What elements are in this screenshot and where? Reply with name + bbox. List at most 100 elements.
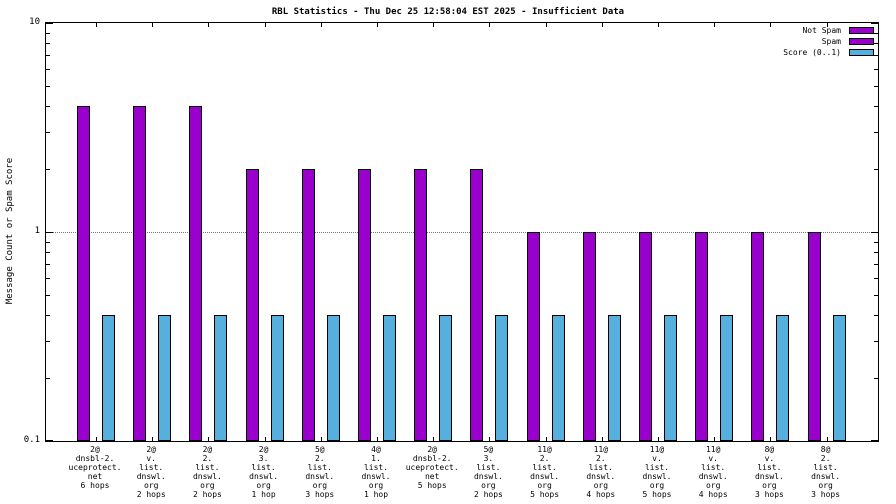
- bar-not-spam: [358, 169, 371, 441]
- x-tick-label: 4@ 1. list. dnswl. org 1 hop: [361, 445, 391, 499]
- y-tick-label: 0.1: [23, 435, 40, 445]
- minor-tick: [46, 294, 50, 296]
- bar-not-spam: [807, 232, 821, 441]
- minor-tick: [874, 294, 878, 296]
- bar-score: [270, 315, 284, 441]
- minor-tick: [874, 264, 878, 266]
- x-tick: [320, 23, 322, 27]
- plot-area: [45, 22, 879, 442]
- legend-item-label: Not Spam: [802, 26, 841, 35]
- x-tick: [658, 437, 659, 441]
- minor-tick: [46, 106, 50, 108]
- x-tick: [826, 437, 828, 441]
- legend-item-label: Score (0..1): [783, 48, 841, 57]
- x-tick: [658, 23, 659, 27]
- x-tick: [433, 437, 435, 441]
- minor-tick: [46, 43, 50, 45]
- x-tick-label: 11@ 2. list. dnswl. org 4 hops: [586, 445, 616, 499]
- x-tick: [264, 437, 266, 441]
- minor-tick: [46, 341, 50, 343]
- x-tick-label: 2@ v. list. dnswl. org 2 hops: [136, 445, 166, 499]
- x-tick-label: 2@ 2. list. dnswl. org 2 hops: [192, 445, 222, 499]
- x-tick: [601, 23, 603, 27]
- major-tick: [871, 232, 878, 233]
- x-tick-label: 5@ 2. list. dnswl. org 3 hops: [305, 445, 335, 499]
- bar-not-spam: [414, 169, 428, 441]
- y-tick-label: 10: [29, 17, 40, 27]
- legend-swatch: [849, 49, 874, 56]
- bar-not-spam: [470, 169, 484, 441]
- bar-not-spam: [695, 232, 709, 441]
- x-tick-label: 5@ 3. list. dnswl. org 2 hops: [473, 445, 503, 499]
- x-tick: [545, 23, 547, 27]
- legend-item-label: Spam: [821, 37, 841, 46]
- major-tick: [871, 23, 878, 24]
- x-tick: [152, 437, 154, 441]
- minor-tick: [46, 85, 50, 87]
- minor-tick: [46, 169, 50, 171]
- major-tick: [46, 232, 53, 233]
- x-tick: [545, 437, 547, 441]
- x-tick: [770, 23, 772, 27]
- bar-not-spam: [639, 232, 652, 441]
- bar-score: [495, 315, 509, 441]
- minor-tick: [874, 106, 878, 108]
- major-tick: [46, 440, 53, 441]
- x-tick: [208, 437, 210, 441]
- major-tick: [871, 440, 878, 441]
- bar-not-spam: [189, 106, 203, 441]
- bar-score: [832, 315, 846, 441]
- bar-not-spam: [301, 169, 315, 441]
- x-tick: [489, 437, 491, 441]
- minor-tick: [874, 69, 878, 71]
- x-tick-label: 2@ 3. list. dnswl. org 1 hop: [249, 445, 279, 499]
- x-tick: [96, 437, 97, 441]
- legend: Not Spam Spam Score (0..1): [783, 25, 874, 58]
- bar-score: [720, 315, 734, 441]
- x-tick: [96, 23, 97, 27]
- bar-score: [158, 315, 172, 441]
- x-tick: [714, 437, 716, 441]
- minor-tick: [874, 341, 878, 343]
- chart-title: RBL Statistics - Thu Dec 25 12:58:04 EST…: [271, 7, 625, 17]
- x-tick-label: 11@ v. list. dnswl. org 4 hops: [698, 445, 728, 499]
- minor-tick: [874, 169, 878, 171]
- minor-tick: [874, 252, 878, 254]
- minor-tick: [46, 278, 50, 280]
- minor-tick: [46, 241, 50, 243]
- bar-not-spam: [751, 232, 765, 441]
- minor-tick: [46, 55, 50, 57]
- minor-tick: [46, 132, 50, 134]
- minor-tick: [874, 132, 878, 134]
- x-tick: [770, 437, 772, 441]
- legend-swatch: [849, 27, 874, 34]
- bar-score: [326, 315, 340, 441]
- legend-item: Spam: [783, 36, 874, 47]
- minor-tick: [874, 241, 878, 243]
- minor-tick: [46, 264, 50, 266]
- minor-tick: [874, 85, 878, 87]
- minor-tick: [46, 32, 50, 34]
- y-tick-label: 1: [34, 226, 40, 236]
- x-tick: [264, 23, 266, 27]
- bar-not-spam: [582, 232, 596, 441]
- x-tick-label: 8@ 2. list. dnswl. org 3 hops: [811, 445, 841, 499]
- x-tick: [320, 437, 322, 441]
- minor-tick: [874, 278, 878, 280]
- minor-tick: [46, 252, 50, 254]
- bar-not-spam: [245, 169, 259, 441]
- bar-not-spam: [133, 106, 147, 441]
- x-tick: [601, 437, 603, 441]
- minor-tick: [874, 32, 878, 34]
- bar-not-spam: [77, 106, 90, 441]
- bar-score: [439, 315, 453, 441]
- minor-tick: [874, 43, 878, 45]
- x-tick-label: 11@ v. list. dnswl. org 5 hops: [642, 445, 672, 499]
- x-tick: [377, 23, 378, 27]
- x-tick: [377, 437, 378, 441]
- minor-tick: [874, 378, 878, 380]
- bar-score: [776, 315, 790, 441]
- bar-score: [383, 315, 396, 441]
- major-tick: [46, 23, 53, 24]
